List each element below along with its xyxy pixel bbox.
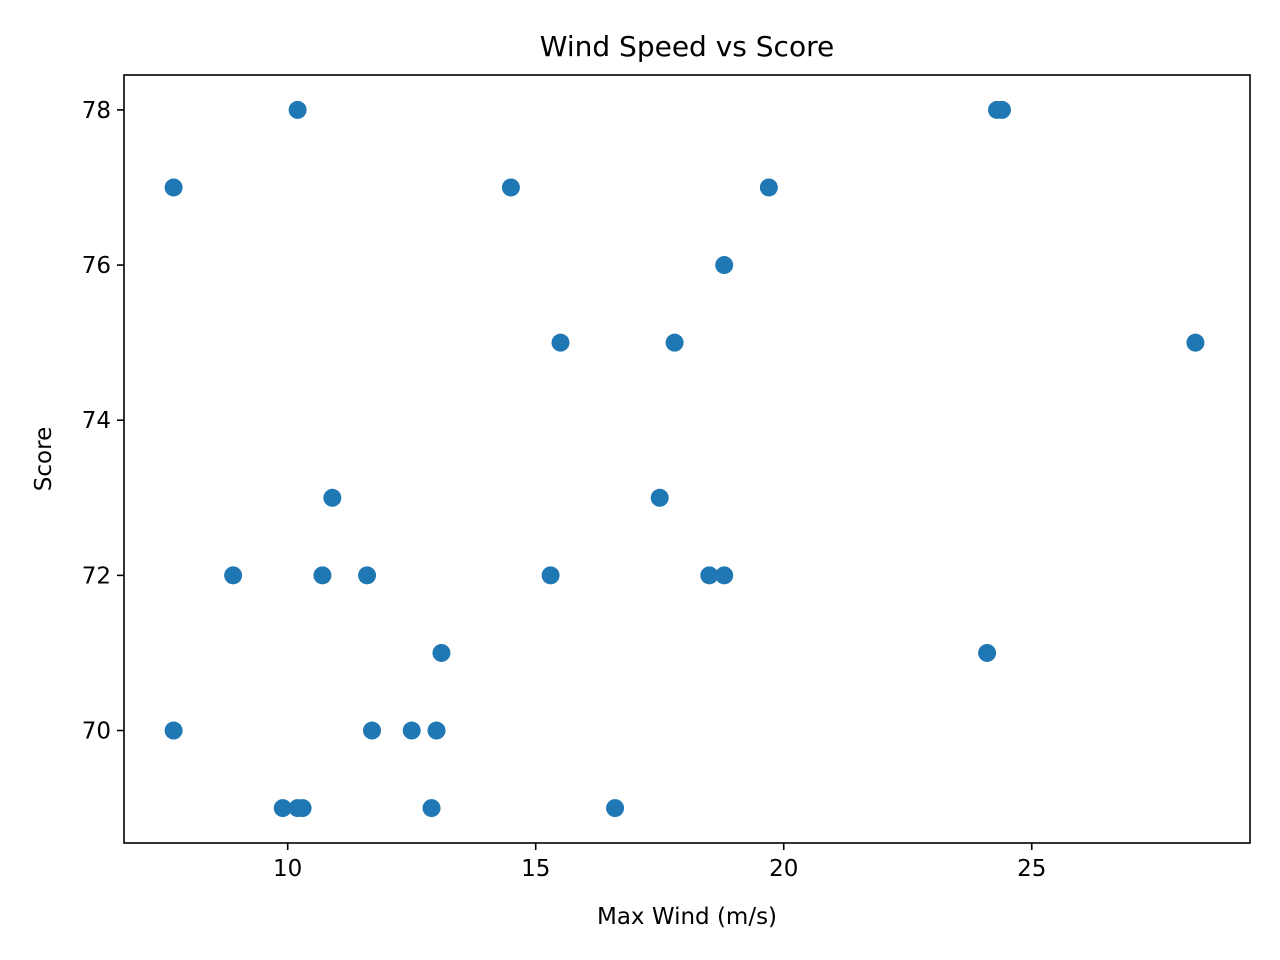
y-tick-label: 78 bbox=[82, 98, 111, 124]
plot-background bbox=[124, 75, 1250, 843]
y-axis-label: Score bbox=[31, 427, 57, 491]
scatter-point bbox=[715, 256, 734, 275]
scatter-point bbox=[759, 178, 778, 197]
scatter-point bbox=[273, 799, 292, 818]
data-points bbox=[164, 100, 1205, 818]
scatter-point bbox=[1186, 333, 1205, 352]
y-axis: 70 72 74 76 78 bbox=[82, 98, 124, 745]
y-tick-label: 70 bbox=[82, 719, 111, 745]
plot-area bbox=[124, 75, 1250, 843]
y-tick-label: 76 bbox=[82, 253, 111, 279]
scatter-point bbox=[358, 566, 377, 585]
scatter-point bbox=[293, 799, 312, 818]
scatter-point bbox=[313, 566, 332, 585]
scatter-point bbox=[606, 799, 625, 818]
scatter-point bbox=[551, 333, 570, 352]
x-tick-label: 25 bbox=[1017, 856, 1046, 882]
scatter-point bbox=[323, 488, 342, 507]
scatter-point bbox=[700, 566, 719, 585]
y-tick-label: 74 bbox=[82, 408, 111, 434]
scatter-point bbox=[992, 100, 1011, 119]
scatter-point bbox=[978, 643, 997, 662]
x-tick-label: 20 bbox=[769, 856, 798, 882]
scatter-point bbox=[501, 178, 520, 197]
x-axis-label: Max Wind (m/s) bbox=[597, 904, 777, 930]
scatter-point bbox=[665, 333, 684, 352]
plot-frame bbox=[123, 74, 1251, 844]
y-tick-label: 72 bbox=[82, 563, 111, 589]
scatter-point bbox=[164, 721, 183, 740]
x-axis: 10 15 20 25 bbox=[273, 843, 1046, 882]
scatter-point bbox=[427, 721, 446, 740]
scatter-point bbox=[541, 566, 560, 585]
chart-title: Wind Speed vs Score bbox=[540, 30, 834, 63]
scatter-point bbox=[224, 566, 243, 585]
scatter-point bbox=[422, 799, 441, 818]
scatter-point bbox=[363, 721, 382, 740]
scatter-point bbox=[432, 643, 451, 662]
scatter-point bbox=[650, 488, 669, 507]
x-tick-label: 15 bbox=[521, 856, 550, 882]
scatter-point bbox=[164, 178, 183, 197]
scatter-point bbox=[402, 721, 421, 740]
scatter-point bbox=[715, 566, 734, 585]
scatter-point bbox=[288, 100, 307, 119]
x-tick-label: 10 bbox=[273, 856, 302, 882]
